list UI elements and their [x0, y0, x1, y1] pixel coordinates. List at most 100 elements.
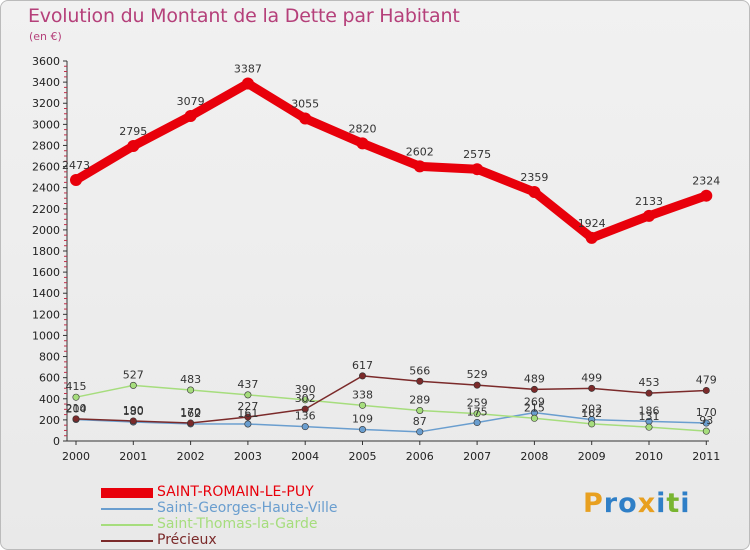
- data-point: [413, 160, 426, 173]
- y-tick-label: 2600: [32, 161, 60, 174]
- data-label: 2324: [692, 175, 720, 188]
- data-label: 499: [581, 371, 602, 384]
- y-tick-label: 2800: [32, 139, 60, 152]
- data-label: 180: [123, 405, 144, 418]
- data-point: [585, 231, 598, 244]
- data-label: 109: [352, 412, 373, 425]
- data-point: [530, 385, 538, 393]
- data-label: 186: [639, 404, 660, 417]
- data-point: [299, 112, 312, 125]
- x-tick-label: 2005: [349, 450, 377, 463]
- data-point: [473, 410, 481, 418]
- legend-swatch: [101, 524, 153, 526]
- data-point: [416, 377, 424, 385]
- data-label: 93: [699, 414, 713, 427]
- data-label: 269: [524, 396, 545, 409]
- data-label: 190: [123, 404, 144, 417]
- data-point: [358, 401, 366, 409]
- data-label: 479: [696, 373, 717, 386]
- data-point: [127, 139, 140, 152]
- data-label: 2133: [635, 195, 663, 208]
- data-point: [645, 389, 653, 397]
- data-label: 489: [524, 372, 545, 385]
- legend-swatch: [101, 508, 153, 510]
- y-tick-label: 1000: [32, 329, 60, 342]
- data-label: 390: [295, 383, 316, 396]
- data-point: [473, 419, 481, 427]
- data-point: [358, 372, 366, 380]
- data-label: 437: [237, 378, 258, 391]
- legend-swatch: [101, 488, 153, 498]
- data-point: [301, 405, 309, 413]
- y-tick-label: 0: [53, 435, 60, 448]
- data-point: [416, 428, 424, 436]
- y-tick-label: 1400: [32, 287, 60, 300]
- legend-swatch: [101, 540, 153, 542]
- logo-letter: i: [680, 488, 691, 519]
- logo-letter: o: [618, 488, 638, 519]
- data-label: 210: [66, 402, 87, 415]
- data-label: 617: [352, 359, 373, 372]
- data-point: [356, 137, 369, 150]
- data-label: 302: [295, 392, 316, 405]
- data-label: 566: [409, 364, 430, 377]
- y-tick-label: 200: [39, 414, 60, 427]
- data-label: 415: [66, 380, 87, 393]
- x-tick-label: 2004: [291, 450, 319, 463]
- data-point: [244, 413, 252, 421]
- data-label: 483: [180, 373, 201, 386]
- data-label: 215: [524, 401, 545, 414]
- data-label: 162: [581, 407, 602, 420]
- series-line-1: [75, 411, 708, 433]
- chart-axes: 0 200 400 600 800 1000 1200 1400 1600 1800 2000 220…: [32, 55, 720, 463]
- data-point: [702, 386, 710, 394]
- logo-letter: P: [583, 488, 604, 519]
- data-point: [70, 173, 82, 186]
- y-tick-label: 1800: [32, 245, 60, 258]
- legend-label: Saint-Thomas-la-Garde: [157, 516, 318, 532]
- data-label: 162: [180, 407, 201, 420]
- x-tick-label: 2007: [463, 450, 491, 463]
- data-label: 161: [237, 407, 258, 420]
- data-label: 289: [409, 393, 430, 406]
- data-point: [244, 391, 252, 399]
- data-label: 527: [123, 368, 144, 381]
- y-tick-label: 3000: [32, 118, 60, 131]
- data-label: 136: [295, 410, 316, 423]
- x-tick-label: 2002: [177, 450, 205, 463]
- y-tick-label: 2000: [32, 224, 60, 237]
- proxiti-logo: Proxiti: [583, 488, 691, 519]
- y-tick-label: 1200: [32, 308, 60, 321]
- y-tick-label: 1600: [32, 266, 60, 279]
- data-label: 204: [66, 402, 87, 415]
- data-label: 2795: [119, 125, 147, 138]
- x-tick-label: 2001: [119, 450, 147, 463]
- y-tick-label: 3200: [32, 97, 60, 110]
- legend-label: Saint-Georges-Haute-Ville: [157, 500, 338, 516]
- data-label: 2359: [520, 171, 548, 184]
- y-tick-label: 3600: [32, 55, 60, 68]
- data-point: [588, 420, 596, 428]
- data-label: 3055: [291, 98, 319, 111]
- legend-label: Précieux: [157, 532, 217, 548]
- logo-letter: t: [666, 488, 681, 519]
- x-tick-label: 2000: [62, 450, 90, 463]
- data-label: 170: [696, 406, 717, 419]
- data-point: [645, 423, 653, 431]
- data-label: 2820: [349, 122, 377, 135]
- y-tick-label: 800: [39, 351, 60, 364]
- logo-letter: i: [656, 488, 667, 519]
- data-label: 227: [237, 400, 258, 413]
- chart-title: Evolution du Montant de la Dette par Hab…: [28, 5, 460, 27]
- data-point: [301, 396, 309, 404]
- chart-subtitle: (en €): [29, 30, 62, 43]
- data-label: 3387: [234, 62, 262, 75]
- data-point: [358, 425, 366, 433]
- data-point: [72, 415, 80, 423]
- series-line-3: [75, 375, 708, 424]
- data-point: [473, 381, 481, 389]
- data-point: [241, 77, 254, 90]
- data-label: 3079: [177, 95, 205, 108]
- data-label: 87: [413, 415, 427, 428]
- data-label: 203: [581, 403, 602, 416]
